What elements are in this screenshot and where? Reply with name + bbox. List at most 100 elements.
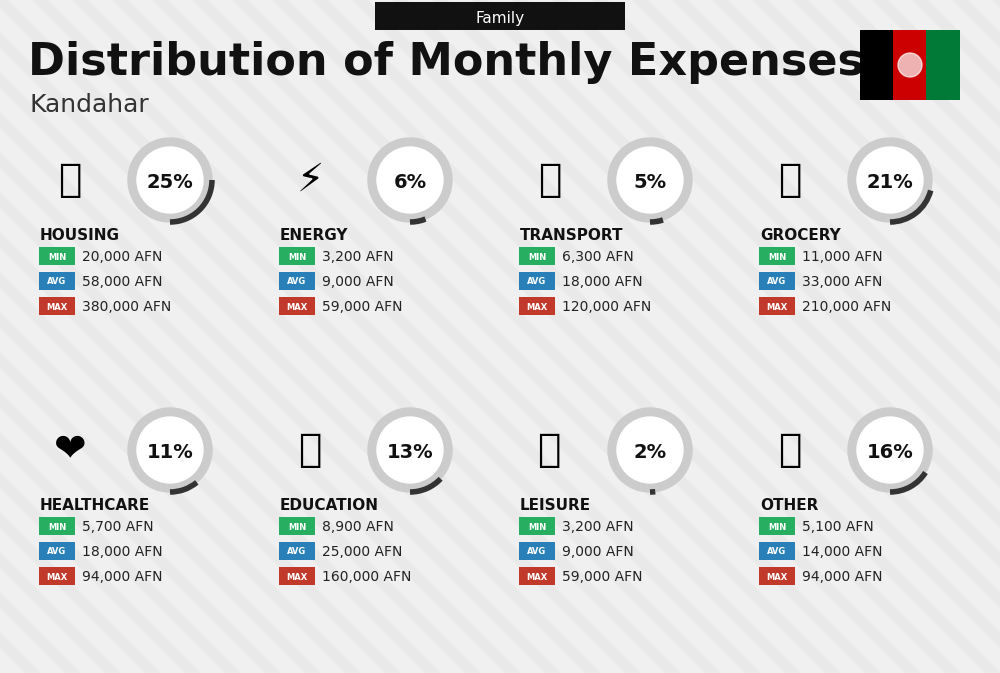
Text: MIN: MIN xyxy=(768,522,786,532)
Circle shape xyxy=(368,138,452,222)
Text: 🏢: 🏢 xyxy=(58,161,82,199)
FancyBboxPatch shape xyxy=(759,247,795,265)
Circle shape xyxy=(608,138,692,222)
Text: AVG: AVG xyxy=(527,548,547,557)
Text: 160,000 AFN: 160,000 AFN xyxy=(322,570,411,584)
FancyBboxPatch shape xyxy=(519,247,555,265)
Circle shape xyxy=(368,408,452,492)
Text: AVG: AVG xyxy=(47,277,67,287)
Circle shape xyxy=(377,147,443,213)
Circle shape xyxy=(137,417,203,483)
Text: MAX: MAX xyxy=(526,302,548,312)
Text: 25,000 AFN: 25,000 AFN xyxy=(322,545,402,559)
Text: ❤️: ❤️ xyxy=(54,431,86,469)
Text: LEISURE: LEISURE xyxy=(520,497,591,513)
Text: 18,000 AFN: 18,000 AFN xyxy=(562,275,643,289)
FancyBboxPatch shape xyxy=(519,517,555,535)
Text: MIN: MIN xyxy=(48,252,66,262)
Text: MIN: MIN xyxy=(288,252,306,262)
Text: MAX: MAX xyxy=(766,302,788,312)
Text: 14,000 AFN: 14,000 AFN xyxy=(802,545,883,559)
Circle shape xyxy=(848,138,932,222)
Text: 13%: 13% xyxy=(387,443,433,462)
Text: 3,200 AFN: 3,200 AFN xyxy=(322,250,394,264)
FancyBboxPatch shape xyxy=(519,272,555,290)
FancyBboxPatch shape xyxy=(519,542,555,560)
Text: 🚌: 🚌 xyxy=(538,161,562,199)
FancyBboxPatch shape xyxy=(860,30,893,100)
Text: 21%: 21% xyxy=(867,172,913,192)
Text: MIN: MIN xyxy=(528,252,546,262)
Circle shape xyxy=(848,408,932,492)
FancyBboxPatch shape xyxy=(519,297,555,315)
Text: MAX: MAX xyxy=(46,573,68,581)
Text: 9,000 AFN: 9,000 AFN xyxy=(562,545,634,559)
FancyBboxPatch shape xyxy=(279,247,315,265)
Text: 59,000 AFN: 59,000 AFN xyxy=(562,570,642,584)
Text: AVG: AVG xyxy=(767,548,787,557)
Text: AVG: AVG xyxy=(287,277,307,287)
Text: Distribution of Monthly Expenses: Distribution of Monthly Expenses xyxy=(28,40,864,83)
Text: ⚡: ⚡ xyxy=(296,161,324,199)
Text: 6%: 6% xyxy=(393,172,427,192)
Text: AVG: AVG xyxy=(767,277,787,287)
FancyBboxPatch shape xyxy=(39,272,75,290)
Text: MIN: MIN xyxy=(48,522,66,532)
Circle shape xyxy=(128,138,212,222)
Text: AVG: AVG xyxy=(287,548,307,557)
FancyBboxPatch shape xyxy=(39,517,75,535)
Text: 3,200 AFN: 3,200 AFN xyxy=(562,520,634,534)
Text: 94,000 AFN: 94,000 AFN xyxy=(82,570,162,584)
FancyBboxPatch shape xyxy=(519,567,555,585)
FancyBboxPatch shape xyxy=(39,247,75,265)
FancyBboxPatch shape xyxy=(279,272,315,290)
FancyBboxPatch shape xyxy=(279,542,315,560)
Text: 94,000 AFN: 94,000 AFN xyxy=(802,570,883,584)
Text: 5,100 AFN: 5,100 AFN xyxy=(802,520,874,534)
FancyBboxPatch shape xyxy=(926,30,960,100)
Text: 25%: 25% xyxy=(147,172,193,192)
FancyBboxPatch shape xyxy=(759,517,795,535)
Text: AVG: AVG xyxy=(527,277,547,287)
Text: MAX: MAX xyxy=(46,302,68,312)
Text: 🎓: 🎓 xyxy=(298,431,322,469)
FancyBboxPatch shape xyxy=(39,567,75,585)
Text: 🛒: 🛒 xyxy=(778,161,802,199)
FancyBboxPatch shape xyxy=(39,297,75,315)
FancyBboxPatch shape xyxy=(893,30,926,100)
FancyBboxPatch shape xyxy=(375,2,625,30)
FancyBboxPatch shape xyxy=(279,567,315,585)
Text: GROCERY: GROCERY xyxy=(760,227,841,242)
Circle shape xyxy=(857,417,923,483)
FancyBboxPatch shape xyxy=(759,542,795,560)
Text: 20,000 AFN: 20,000 AFN xyxy=(82,250,162,264)
Text: 5%: 5% xyxy=(633,172,667,192)
Text: 18,000 AFN: 18,000 AFN xyxy=(82,545,163,559)
Text: AVG: AVG xyxy=(47,548,67,557)
Text: 33,000 AFN: 33,000 AFN xyxy=(802,275,882,289)
Text: MAX: MAX xyxy=(526,573,548,581)
Text: ENERGY: ENERGY xyxy=(280,227,349,242)
Circle shape xyxy=(608,408,692,492)
Text: 🛍️: 🛍️ xyxy=(538,431,562,469)
FancyBboxPatch shape xyxy=(279,297,315,315)
Circle shape xyxy=(898,53,922,77)
Text: 59,000 AFN: 59,000 AFN xyxy=(322,300,402,314)
Text: 380,000 AFN: 380,000 AFN xyxy=(82,300,171,314)
Text: 210,000 AFN: 210,000 AFN xyxy=(802,300,891,314)
Text: 16%: 16% xyxy=(867,443,913,462)
Circle shape xyxy=(857,147,923,213)
Circle shape xyxy=(137,147,203,213)
Text: MAX: MAX xyxy=(766,573,788,581)
Text: MIN: MIN xyxy=(288,522,306,532)
Circle shape xyxy=(377,417,443,483)
Text: MAX: MAX xyxy=(286,302,308,312)
Text: 11,000 AFN: 11,000 AFN xyxy=(802,250,883,264)
Text: HOUSING: HOUSING xyxy=(40,227,120,242)
FancyBboxPatch shape xyxy=(279,517,315,535)
Text: MAX: MAX xyxy=(286,573,308,581)
Text: 120,000 AFN: 120,000 AFN xyxy=(562,300,651,314)
FancyBboxPatch shape xyxy=(759,567,795,585)
Text: 11%: 11% xyxy=(147,443,193,462)
Circle shape xyxy=(617,147,683,213)
